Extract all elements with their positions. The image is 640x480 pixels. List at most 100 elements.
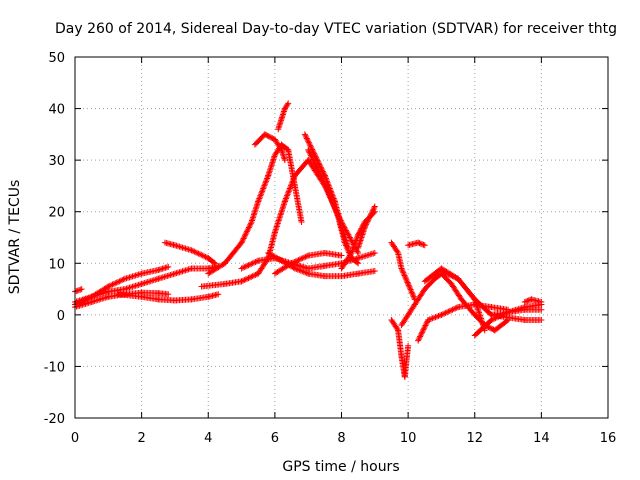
data-point-segment bbox=[205, 291, 222, 300]
y-tick-label: 40 bbox=[48, 103, 65, 118]
data-point-segment bbox=[521, 301, 545, 311]
data-point-segment bbox=[361, 203, 378, 231]
x-tick-label: 10 bbox=[400, 431, 417, 446]
series-arc-d bbox=[115, 291, 222, 304]
series-arc-t bbox=[405, 239, 428, 249]
data-point-segment bbox=[405, 280, 418, 303]
data-point-segment bbox=[285, 146, 298, 189]
x-tick-label: 4 bbox=[204, 431, 212, 446]
data-point-segment bbox=[198, 280, 228, 290]
data-point-segment bbox=[415, 317, 432, 344]
data-point-segment bbox=[251, 131, 268, 148]
series-arc-n bbox=[265, 249, 378, 280]
data-point-segment bbox=[421, 275, 438, 293]
data-point-segment bbox=[491, 317, 512, 334]
chart-title: Day 260 of 2014, Sidereal Day-to-day VTE… bbox=[55, 21, 617, 37]
data-point-segment bbox=[398, 265, 412, 287]
x-tick-label: 14 bbox=[533, 431, 550, 446]
y-tick-label: -10 bbox=[44, 360, 65, 375]
data-point-segment bbox=[311, 151, 328, 179]
data-point-segment bbox=[205, 255, 218, 267]
series-arc-v bbox=[415, 301, 512, 344]
x-tick-label: 2 bbox=[137, 431, 145, 446]
series-arc-aa bbox=[521, 296, 545, 305]
y-tick-label: 10 bbox=[48, 257, 65, 272]
x-tick-label: 16 bbox=[600, 431, 617, 446]
series-arc-o bbox=[271, 249, 345, 277]
data-point-segment bbox=[355, 268, 378, 277]
data-point-segment bbox=[278, 146, 288, 164]
y-tick-label: 0 bbox=[57, 309, 65, 324]
data-point-segment bbox=[438, 268, 462, 282]
series-arc-q bbox=[355, 203, 378, 251]
y-tick-label: 30 bbox=[48, 154, 65, 169]
data-point-segment bbox=[488, 304, 512, 313]
data-point-segment bbox=[448, 280, 465, 303]
data-point-segment bbox=[438, 304, 462, 318]
data-point-segment bbox=[305, 146, 322, 174]
series-arc-w bbox=[421, 265, 488, 334]
series-arc-c bbox=[72, 262, 222, 305]
data-point-segment bbox=[355, 249, 378, 262]
series-arc-h bbox=[205, 141, 305, 277]
series-arc-r bbox=[388, 239, 418, 303]
data-point-segment bbox=[398, 301, 418, 329]
data-point-segment bbox=[471, 296, 495, 318]
x-tick-label: 6 bbox=[271, 431, 279, 446]
x-tick-label: 0 bbox=[71, 431, 79, 446]
x-tick-label: 8 bbox=[337, 431, 345, 446]
data-point-segment bbox=[72, 286, 85, 295]
data-point-segment bbox=[521, 317, 545, 324]
data-point-segment bbox=[188, 247, 212, 262]
data-point-segment bbox=[265, 249, 285, 264]
data-point-segment bbox=[221, 239, 245, 267]
data-point-segment bbox=[471, 317, 495, 339]
x-axis-label: GPS time / hours bbox=[282, 459, 399, 475]
data-point-segment bbox=[425, 311, 445, 324]
series-arc-e bbox=[72, 286, 85, 295]
series-arc-f bbox=[161, 239, 218, 267]
grid-lines bbox=[75, 57, 608, 418]
data-point-segment bbox=[338, 249, 355, 272]
series-arc-j bbox=[275, 100, 292, 133]
data-point-segment bbox=[155, 290, 172, 298]
tick-labels: 0 2 4 6 8 10 12 14 16 -20 -10 0 10 20 30 40 50 bbox=[44, 51, 617, 446]
data-points bbox=[72, 100, 545, 380]
data-point-segment bbox=[325, 188, 342, 220]
data-point-segment bbox=[291, 265, 312, 277]
data-point-segment bbox=[395, 327, 405, 360]
data-point-segment bbox=[348, 231, 362, 256]
y-tick-label: 50 bbox=[48, 51, 65, 66]
data-point-segment bbox=[271, 260, 295, 277]
data-point-segment bbox=[401, 342, 412, 380]
series-arc-i bbox=[251, 131, 288, 164]
data-point-segment bbox=[455, 275, 478, 303]
data-point-segment bbox=[315, 167, 332, 195]
axis-ticks bbox=[74, 56, 609, 419]
data-point-segment bbox=[238, 257, 262, 272]
y-axis-label: SDTVAR / TECUs bbox=[7, 180, 23, 295]
series-arc-z bbox=[488, 301, 545, 318]
data-point-segment bbox=[255, 172, 272, 205]
y-tick-label: -20 bbox=[44, 412, 65, 427]
data-point-segment bbox=[275, 115, 285, 133]
data-point-segment bbox=[281, 100, 292, 112]
series-arc-m bbox=[238, 249, 378, 272]
data-point-segment bbox=[238, 270, 262, 285]
data-point-segment bbox=[205, 260, 228, 277]
data-point-segment bbox=[238, 219, 255, 246]
data-point-segment bbox=[528, 296, 545, 305]
data-point-segment bbox=[271, 198, 288, 236]
x-tick-label: 12 bbox=[466, 431, 483, 446]
data-point-segment bbox=[161, 239, 178, 249]
data-point-segment bbox=[291, 182, 305, 226]
y-tick-label: 20 bbox=[48, 206, 65, 221]
data-point-segment bbox=[321, 249, 345, 259]
series-arc-s bbox=[388, 317, 412, 380]
data-point-segment bbox=[301, 131, 318, 158]
data-point-segment bbox=[105, 275, 128, 290]
data-point-segment bbox=[411, 286, 428, 308]
data-point-segment bbox=[415, 239, 428, 249]
series-arc-u bbox=[398, 270, 512, 334]
